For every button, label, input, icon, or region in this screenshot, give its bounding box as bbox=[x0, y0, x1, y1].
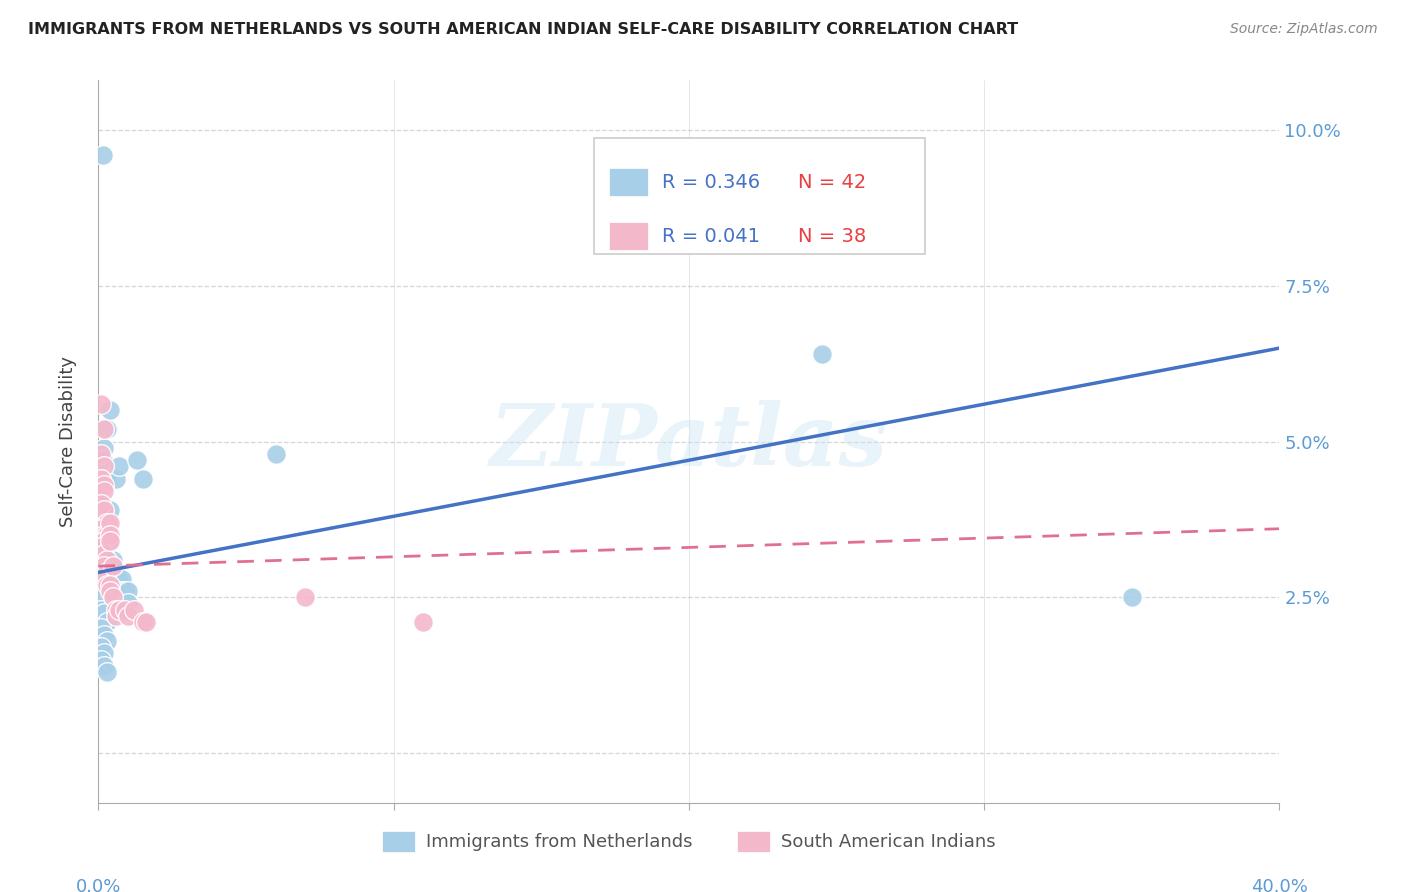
Point bbox=[90, 497, 112, 511]
Point bbox=[98, 584, 121, 599]
Point bbox=[96, 528, 118, 542]
Text: Source: ZipAtlas.com: Source: ZipAtlas.com bbox=[1230, 22, 1378, 37]
Point bbox=[132, 615, 155, 630]
Point bbox=[114, 584, 136, 599]
Point bbox=[90, 553, 112, 567]
Point bbox=[90, 652, 112, 666]
Point bbox=[96, 528, 118, 542]
Point bbox=[132, 472, 155, 486]
Point bbox=[96, 578, 118, 592]
Point bbox=[98, 403, 121, 417]
Point bbox=[90, 603, 112, 617]
FancyBboxPatch shape bbox=[609, 222, 648, 251]
Point bbox=[93, 478, 115, 492]
Point bbox=[105, 609, 128, 624]
Point bbox=[90, 640, 112, 654]
Point bbox=[90, 447, 112, 461]
Point bbox=[103, 559, 125, 574]
Point bbox=[90, 621, 112, 635]
Point bbox=[96, 665, 118, 679]
Point bbox=[96, 553, 118, 567]
Point bbox=[90, 472, 112, 486]
Text: IMMIGRANTS FROM NETHERLANDS VS SOUTH AMERICAN INDIAN SELF-CARE DISABILITY CORREL: IMMIGRANTS FROM NETHERLANDS VS SOUTH AME… bbox=[28, 22, 1018, 37]
Point bbox=[96, 578, 118, 592]
Point bbox=[105, 472, 128, 486]
Point bbox=[111, 584, 134, 599]
Point bbox=[93, 547, 115, 561]
Point bbox=[98, 534, 121, 549]
Point bbox=[96, 633, 118, 648]
Point bbox=[114, 603, 136, 617]
Point bbox=[90, 522, 112, 536]
Point bbox=[93, 547, 115, 561]
Point bbox=[93, 559, 115, 574]
Point bbox=[93, 484, 115, 499]
Text: N = 38: N = 38 bbox=[797, 227, 866, 246]
Point bbox=[98, 534, 121, 549]
Point bbox=[93, 606, 115, 620]
Text: R = 0.041: R = 0.041 bbox=[662, 227, 759, 246]
Point bbox=[98, 578, 121, 592]
Point bbox=[93, 441, 115, 455]
FancyBboxPatch shape bbox=[609, 168, 648, 196]
Point bbox=[98, 572, 121, 586]
Point bbox=[98, 503, 121, 517]
Point bbox=[96, 566, 118, 580]
Point bbox=[93, 572, 115, 586]
Point bbox=[412, 615, 434, 630]
Point bbox=[117, 584, 139, 599]
Point bbox=[93, 627, 115, 641]
Point bbox=[90, 397, 112, 411]
Point bbox=[96, 615, 118, 630]
Text: 40.0%: 40.0% bbox=[1251, 878, 1308, 892]
Point bbox=[103, 553, 125, 567]
Point bbox=[1121, 591, 1143, 605]
Point bbox=[93, 459, 115, 474]
Point bbox=[93, 658, 115, 673]
Point bbox=[93, 422, 115, 436]
Point bbox=[98, 528, 121, 542]
FancyBboxPatch shape bbox=[595, 138, 925, 253]
Point bbox=[117, 597, 139, 611]
Point bbox=[98, 516, 121, 530]
Point bbox=[135, 615, 157, 630]
Point bbox=[108, 459, 131, 474]
Point bbox=[108, 603, 131, 617]
Point bbox=[93, 581, 115, 595]
Point bbox=[122, 603, 145, 617]
Point bbox=[108, 572, 131, 586]
Point bbox=[96, 566, 118, 580]
Point bbox=[111, 572, 134, 586]
Legend: Immigrants from Netherlands, South American Indians: Immigrants from Netherlands, South Ameri… bbox=[375, 823, 1002, 859]
Point bbox=[105, 603, 128, 617]
Point bbox=[264, 447, 287, 461]
Point bbox=[90, 541, 112, 555]
Y-axis label: Self-Care Disability: Self-Care Disability bbox=[59, 356, 77, 527]
Point bbox=[90, 591, 112, 605]
Text: R = 0.346: R = 0.346 bbox=[662, 172, 759, 192]
Point bbox=[91, 148, 114, 162]
Point bbox=[93, 646, 115, 660]
Point bbox=[91, 453, 114, 467]
Point bbox=[93, 534, 115, 549]
Point bbox=[117, 609, 139, 624]
Point bbox=[294, 591, 316, 605]
Point bbox=[93, 528, 115, 542]
Text: 0.0%: 0.0% bbox=[76, 878, 121, 892]
Point bbox=[93, 503, 115, 517]
Point bbox=[125, 453, 148, 467]
Point bbox=[103, 591, 125, 605]
Point bbox=[93, 562, 115, 576]
Point bbox=[810, 347, 832, 361]
Text: N = 42: N = 42 bbox=[797, 172, 866, 192]
Point bbox=[96, 516, 118, 530]
Text: ZIPatlas: ZIPatlas bbox=[489, 400, 889, 483]
Point bbox=[96, 472, 118, 486]
Point bbox=[96, 422, 118, 436]
